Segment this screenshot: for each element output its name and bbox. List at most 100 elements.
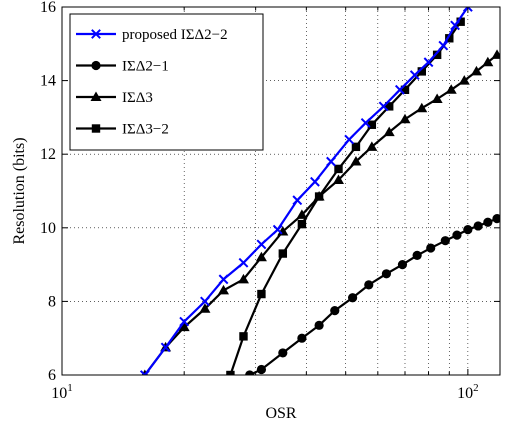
legend-marker	[91, 29, 101, 39]
data-point	[450, 20, 460, 31]
data-point	[394, 84, 405, 95]
legend-label: IΣΔ3−2	[122, 122, 169, 138]
series-line	[143, 53, 498, 375]
series-group	[139, 7, 500, 375]
data-point	[272, 224, 283, 235]
data-point	[462, 7, 473, 12]
data-point	[218, 284, 230, 295]
data-point	[483, 217, 493, 227]
data-point	[160, 342, 171, 353]
data-point	[383, 126, 395, 137]
data-point	[463, 225, 473, 235]
data-point	[200, 296, 210, 307]
data-point	[314, 320, 324, 330]
data-point	[378, 101, 389, 112]
data-point	[381, 269, 392, 279]
y-tick-label: 8	[48, 293, 56, 310]
data-point	[256, 239, 267, 250]
x-tick-label: 102	[457, 382, 479, 402]
legend-entry: IΣΔ2−1	[76, 59, 169, 75]
data-point	[278, 249, 288, 258]
data-point	[351, 142, 361, 152]
data-point	[297, 219, 307, 229]
data-point	[399, 113, 411, 124]
legend-entry: IΣΔ3	[76, 90, 153, 106]
data-point	[179, 316, 190, 327]
legend-marker	[91, 60, 101, 71]
data-point	[492, 214, 500, 224]
legend-entry: IΣΔ3−2	[76, 122, 169, 138]
data-point	[445, 34, 454, 43]
plot-frame	[61, 6, 501, 376]
data-point	[423, 57, 434, 68]
legend-marker	[90, 91, 102, 101]
data-point	[364, 280, 374, 290]
data-point	[296, 209, 308, 219]
data-point	[438, 40, 449, 51]
data-point	[473, 221, 483, 231]
data-point	[226, 370, 235, 375]
data-point	[456, 17, 465, 26]
legend-label: IΣΔ2−1	[122, 59, 169, 75]
axis-ticks: 6 8 10 12 14 16 101 102	[40, 0, 500, 402]
data-point	[416, 102, 428, 113]
data-point	[297, 333, 307, 343]
series-1	[245, 214, 500, 375]
data-point	[452, 230, 462, 240]
series-clip-group	[139, 7, 500, 375]
data-point	[360, 118, 371, 128]
data-point	[332, 174, 344, 184]
data-point	[491, 49, 500, 59]
data-point	[426, 243, 436, 253]
data-point	[255, 251, 267, 262]
data-point	[367, 120, 377, 129]
data-point	[239, 332, 248, 341]
data-point	[237, 273, 249, 284]
data-point	[314, 192, 324, 201]
data-point	[445, 84, 457, 94]
data-point	[366, 141, 378, 151]
data-point	[431, 93, 443, 103]
y-tick-label: 14	[40, 73, 56, 90]
data-point	[257, 289, 266, 299]
data-point	[245, 370, 255, 375]
data-point	[278, 348, 288, 358]
x-axis-title: OSR	[265, 405, 296, 422]
legend-label: proposed IΣΔ2−2	[122, 27, 228, 43]
data-point	[347, 293, 358, 303]
data-point	[326, 156, 336, 167]
data-point	[218, 274, 229, 285]
y-tick-label: 6	[48, 367, 56, 384]
y-tick-label: 16	[40, 0, 56, 16]
legend-entry: proposed IΣΔ2−2	[76, 27, 228, 43]
legend: proposed IΣΔ2−2 IΣΔ2−1 IΣΔ3 IΣΔ3−2	[69, 13, 264, 151]
x-tick-label: 101	[51, 382, 73, 402]
y-axis-title: Resolution (bits)	[11, 137, 28, 244]
data-point	[139, 370, 150, 375]
data-point	[432, 50, 442, 60]
data-point	[330, 306, 340, 316]
data-point	[440, 236, 450, 246]
data-point	[384, 102, 394, 111]
data-point	[334, 164, 343, 174]
data-point	[458, 75, 470, 85]
data-point	[256, 364, 267, 375]
y-tick-label: 12	[40, 146, 56, 163]
series-3	[226, 17, 465, 375]
data-point	[482, 56, 494, 67]
data-point	[310, 176, 320, 187]
data-point	[178, 321, 190, 332]
data-point	[400, 85, 410, 94]
data-point	[344, 134, 355, 145]
data-point	[397, 260, 408, 270]
data-point	[412, 250, 422, 260]
y-tick-label: 10	[40, 220, 56, 237]
legend-box	[69, 13, 264, 151]
data-point	[199, 303, 211, 313]
legend-label: IΣΔ3	[122, 90, 153, 106]
data-point	[292, 195, 303, 206]
legend-marker	[91, 124, 101, 133]
data-point	[470, 65, 482, 76]
data-point	[238, 257, 249, 268]
